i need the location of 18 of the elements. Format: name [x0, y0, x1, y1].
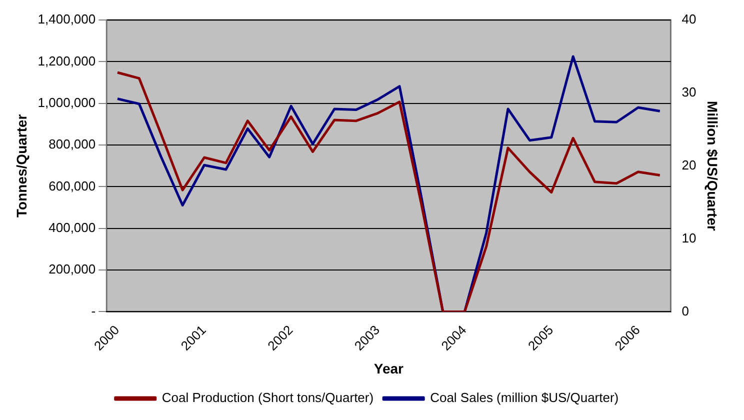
- y2-tick-label: 30: [682, 84, 696, 100]
- y-tick-label: 1,000,000: [38, 94, 96, 110]
- y-tick-label: -: [91, 303, 96, 318]
- y-tick-label: 1,400,000: [38, 12, 96, 27]
- x-axis-title: Year: [374, 360, 404, 376]
- y-tick-label: 200,000: [48, 262, 96, 277]
- y2-tick-label: 0: [682, 303, 689, 318]
- y2-axis-title: Million $US/Quarter: [704, 100, 721, 232]
- legend-label: Coal Production (Short tons/Quarter): [162, 390, 374, 406]
- y-tick-label: 800,000: [48, 136, 96, 152]
- y-tick-label: 400,000: [48, 220, 96, 235]
- y2-tick-label: 40: [682, 12, 696, 27]
- legend-label: Coal Sales (million $US/Quarter): [430, 390, 619, 406]
- y-tick-label: 600,000: [48, 178, 96, 194]
- y-tick-label: 1,200,000: [38, 53, 96, 68]
- y2-tick-label: 10: [682, 230, 696, 246]
- y-axis-title: Tonnes/Quarter: [13, 114, 30, 218]
- y2-tick-label: 20: [682, 157, 696, 172]
